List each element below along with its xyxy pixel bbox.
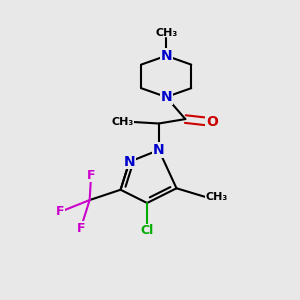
Text: Cl: Cl [140, 224, 154, 238]
Text: F: F [87, 169, 95, 182]
Text: CH₃: CH₃ [155, 28, 177, 38]
Text: N: N [160, 90, 172, 104]
Text: CH₃: CH₃ [112, 117, 134, 127]
Text: F: F [76, 221, 85, 235]
Text: F: F [56, 205, 64, 218]
Text: N: N [124, 155, 135, 169]
Text: CH₃: CH₃ [206, 192, 228, 202]
Text: O: O [206, 115, 218, 129]
Text: N: N [160, 49, 172, 63]
Text: N: N [153, 143, 165, 157]
